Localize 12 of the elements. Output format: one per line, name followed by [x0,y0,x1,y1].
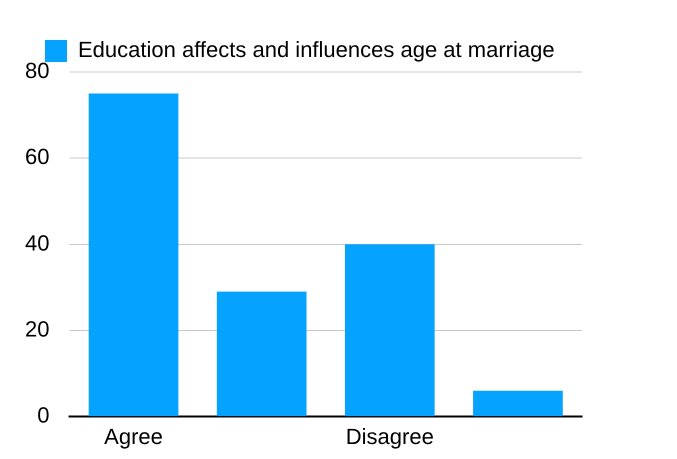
bar [216,292,307,416]
y-tick-label: 80 [24,58,50,84]
bar [473,390,563,416]
x-tick-label: Agree [104,424,163,449]
y-tick-label: 0 [37,402,50,428]
legend-label: Education affects and influences age at marriage [78,37,555,62]
y-tick-label: 20 [24,316,50,342]
y-tick-label: 60 [24,144,50,170]
x-tick-label: Disagree [346,424,434,449]
bar [344,244,435,416]
y-tick-label: 40 [24,230,50,256]
bar [88,94,178,416]
